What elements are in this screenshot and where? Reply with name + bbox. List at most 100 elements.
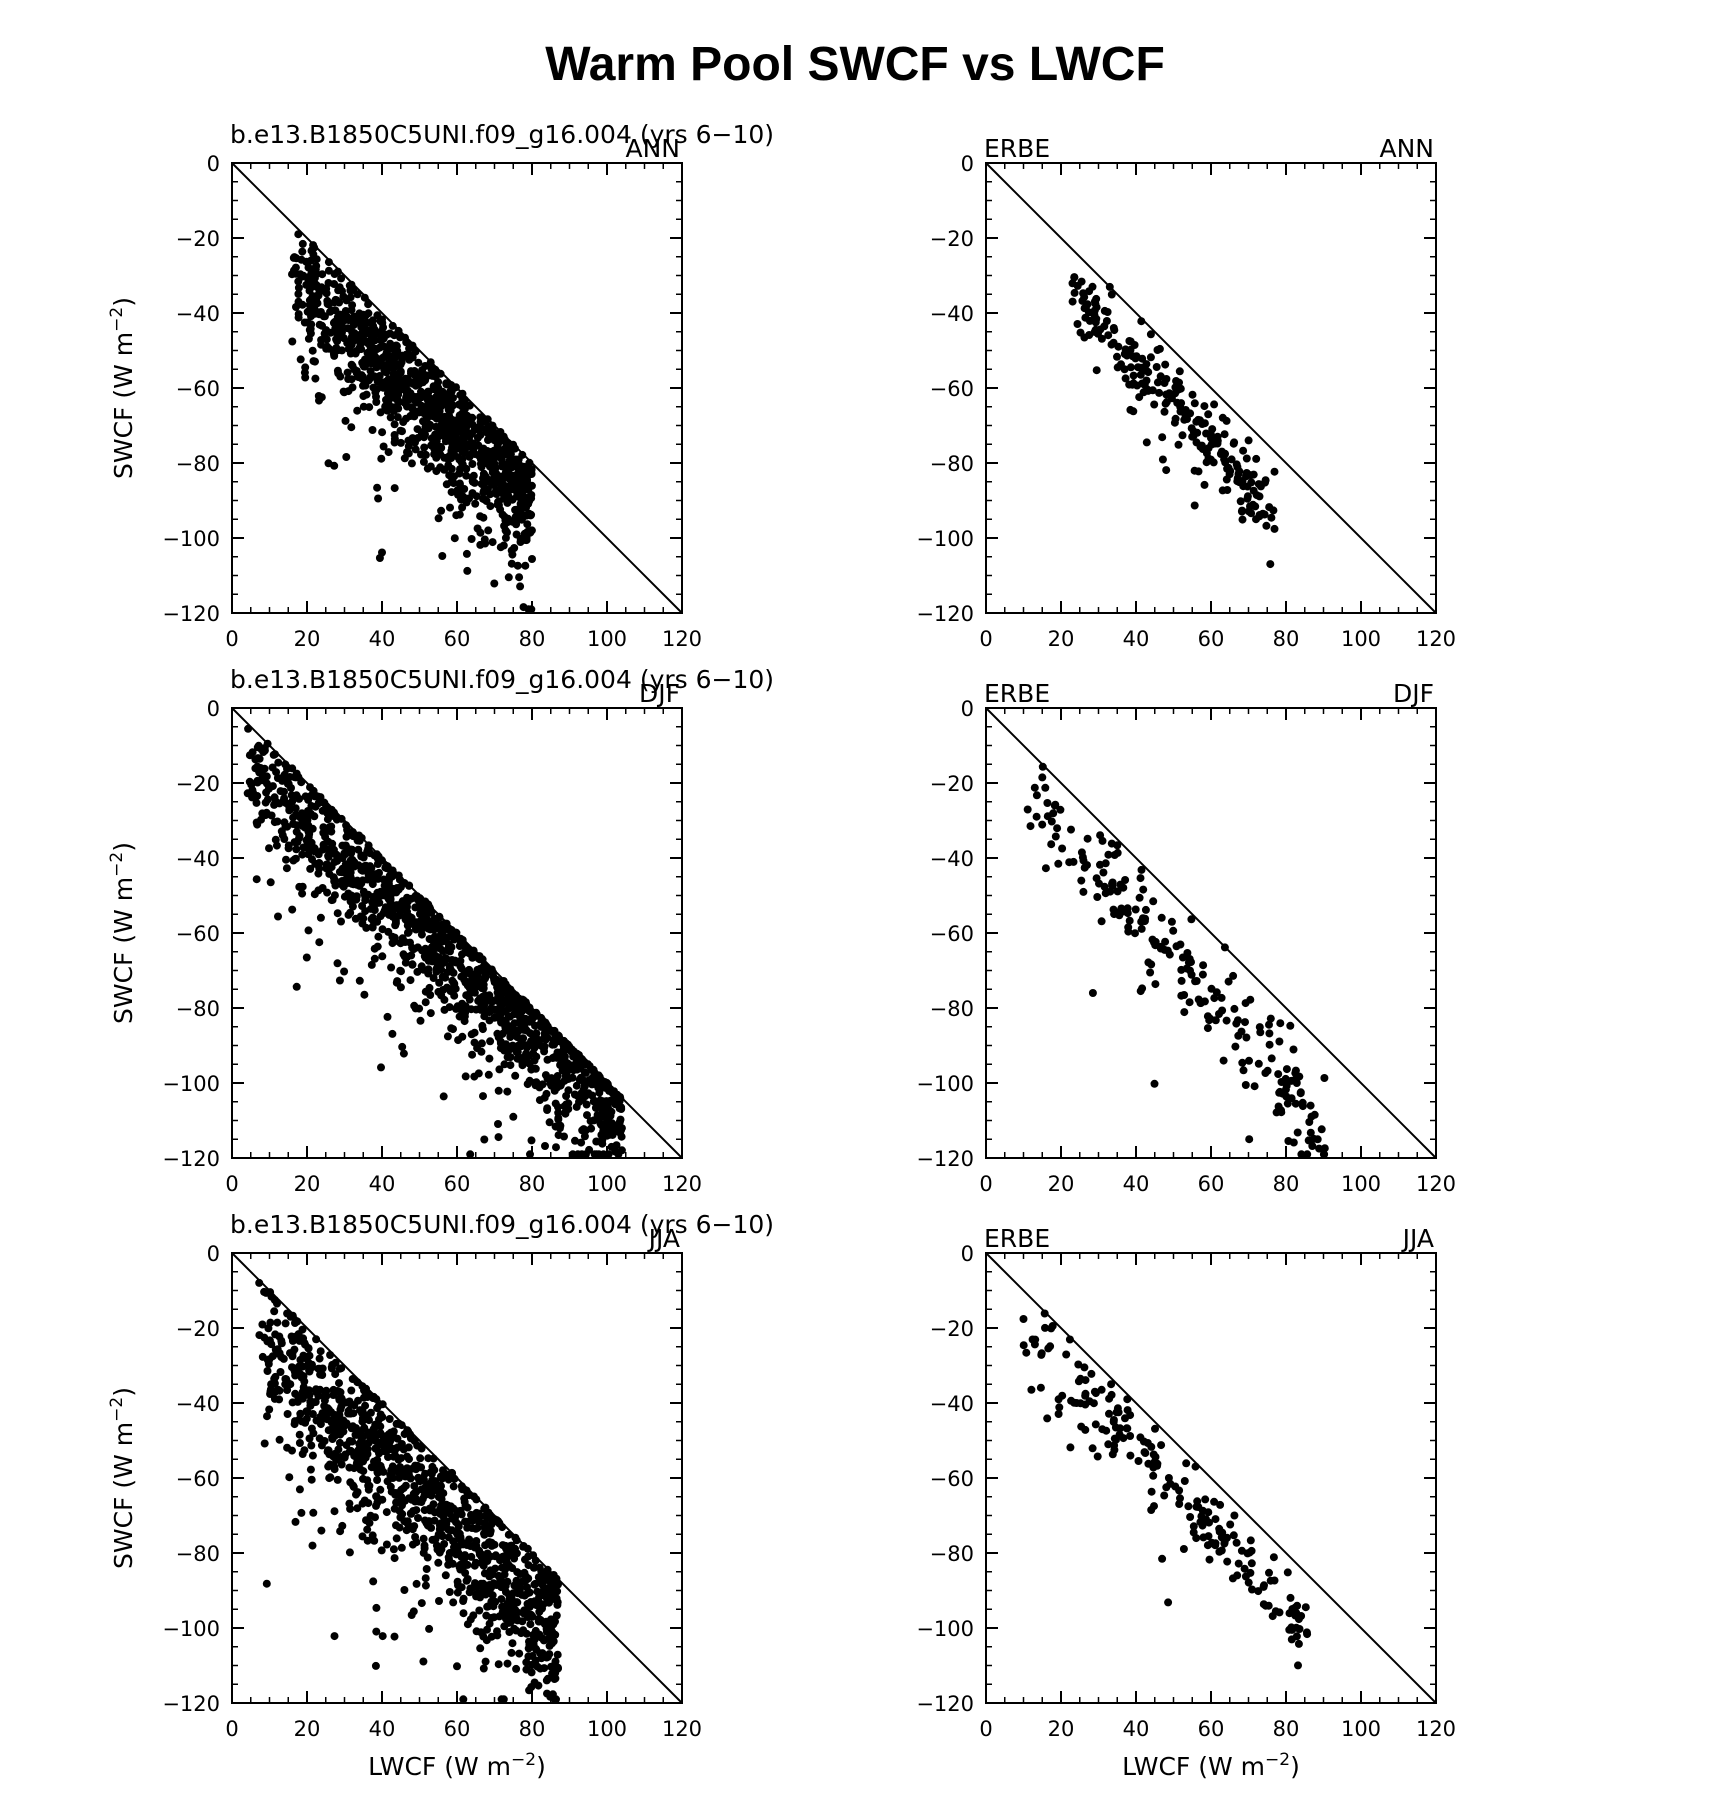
scatter-point <box>450 472 459 481</box>
scatter-point <box>389 388 398 396</box>
scatter-point <box>252 875 261 884</box>
scatter-point <box>1083 300 1092 309</box>
scatter-point <box>1105 1409 1113 1418</box>
scatter-point <box>1265 1040 1274 1049</box>
scatter-point <box>1134 1457 1143 1465</box>
scatter-point <box>1161 360 1170 369</box>
scatter-point <box>406 976 415 985</box>
scatter-point <box>356 316 365 325</box>
scatter-point <box>1188 432 1197 441</box>
scatter-point <box>328 1435 337 1443</box>
scatter-point <box>396 368 405 377</box>
scatter-point <box>401 913 410 922</box>
scatter-point <box>276 1368 285 1376</box>
scatter-point <box>576 1073 585 1082</box>
scatter-point <box>291 263 300 272</box>
scatter-point <box>495 497 503 506</box>
scatter-point <box>1282 1065 1291 1074</box>
x-tick-label: 80 <box>519 1717 546 1741</box>
scatter-point <box>372 392 380 401</box>
scatter-point <box>419 1475 428 1484</box>
scatter-point <box>1023 805 1032 814</box>
scatter-point <box>493 1580 502 1589</box>
panel-season-label: DJF <box>1393 679 1434 708</box>
scatter-point <box>1142 438 1151 447</box>
scatter-point <box>1301 1603 1310 1612</box>
scatter-point <box>1275 1037 1284 1046</box>
scatter-point <box>604 1103 612 1112</box>
scatter-point <box>431 372 440 381</box>
scatter-point <box>1040 1309 1049 1318</box>
scatter-point <box>1317 1125 1326 1134</box>
scatter-point <box>1239 482 1248 491</box>
scatter-point <box>410 1001 419 1010</box>
scatter-point <box>1245 1135 1254 1144</box>
scatter-point <box>1146 353 1155 362</box>
scatter-point <box>1104 850 1113 859</box>
scatter-point <box>318 270 327 279</box>
scatter-point <box>504 1530 513 1539</box>
scatter-point <box>310 847 319 856</box>
scatter-point <box>292 791 301 800</box>
scatter-point <box>370 954 379 963</box>
scatter-point <box>443 968 452 977</box>
scatter-point <box>471 499 480 508</box>
scatter-point <box>497 453 506 461</box>
scatter-point <box>368 332 377 341</box>
scatter-point <box>1105 1394 1114 1403</box>
scatter-point <box>307 306 316 315</box>
scatter-point <box>282 855 290 864</box>
scatter-point <box>459 1540 468 1549</box>
scatter-point <box>396 438 405 447</box>
scatter-point <box>479 415 488 424</box>
scatter-point <box>1229 1531 1238 1540</box>
scatter-point <box>462 464 471 473</box>
scatter-point <box>273 1318 282 1327</box>
y-tick-label: −60 <box>930 922 974 946</box>
scatter-point <box>474 1509 483 1518</box>
scatter-point <box>1302 1628 1311 1637</box>
scatter-point <box>514 492 523 501</box>
scatter-point <box>1092 294 1101 303</box>
scatter-point <box>489 458 498 467</box>
scatter-point <box>1249 500 1257 509</box>
scatter-point <box>587 1124 596 1133</box>
scatter-point <box>348 902 357 911</box>
scatter-point <box>453 424 462 432</box>
scatter-point <box>438 552 447 560</box>
scatter-point <box>374 494 383 503</box>
scatter-point <box>528 555 536 563</box>
scatter-point <box>1177 976 1186 985</box>
scatter-point <box>343 862 352 871</box>
scatter-point <box>580 1132 589 1141</box>
scatter-point <box>330 1507 339 1516</box>
figure-title: Warm Pool SWCF vs LWCF <box>545 38 1165 91</box>
scatter-point <box>444 1475 453 1484</box>
scatter-point <box>347 1386 356 1395</box>
scatter-point <box>1244 436 1253 445</box>
scatter-point <box>1241 999 1250 1008</box>
scatter-point <box>1111 1423 1120 1432</box>
scatter-point <box>461 1502 470 1510</box>
scatter-point <box>364 1485 373 1494</box>
scatter-point <box>416 1454 425 1463</box>
scatter-point <box>364 841 373 850</box>
scatter-point <box>275 1435 284 1444</box>
x-tick-label: 120 <box>1416 1172 1456 1196</box>
scatter-point <box>1233 463 1242 471</box>
scatter-point <box>1286 1593 1295 1602</box>
scatter-point <box>411 347 420 356</box>
scatter-point <box>292 845 301 854</box>
x-tick-label: 120 <box>662 1717 702 1741</box>
reference-line <box>985 1252 1437 1704</box>
scatter-point <box>1217 447 1226 456</box>
panel-source-label: ERBE <box>984 134 1050 163</box>
scatter-point <box>1215 1547 1224 1556</box>
scatter-point <box>258 1320 267 1329</box>
scatter-point <box>375 898 384 907</box>
scatter-point <box>403 1452 412 1461</box>
scatter-point <box>488 538 497 547</box>
scatter-point <box>518 1002 527 1011</box>
scatter-point <box>252 798 261 807</box>
scatter-point <box>490 975 499 984</box>
